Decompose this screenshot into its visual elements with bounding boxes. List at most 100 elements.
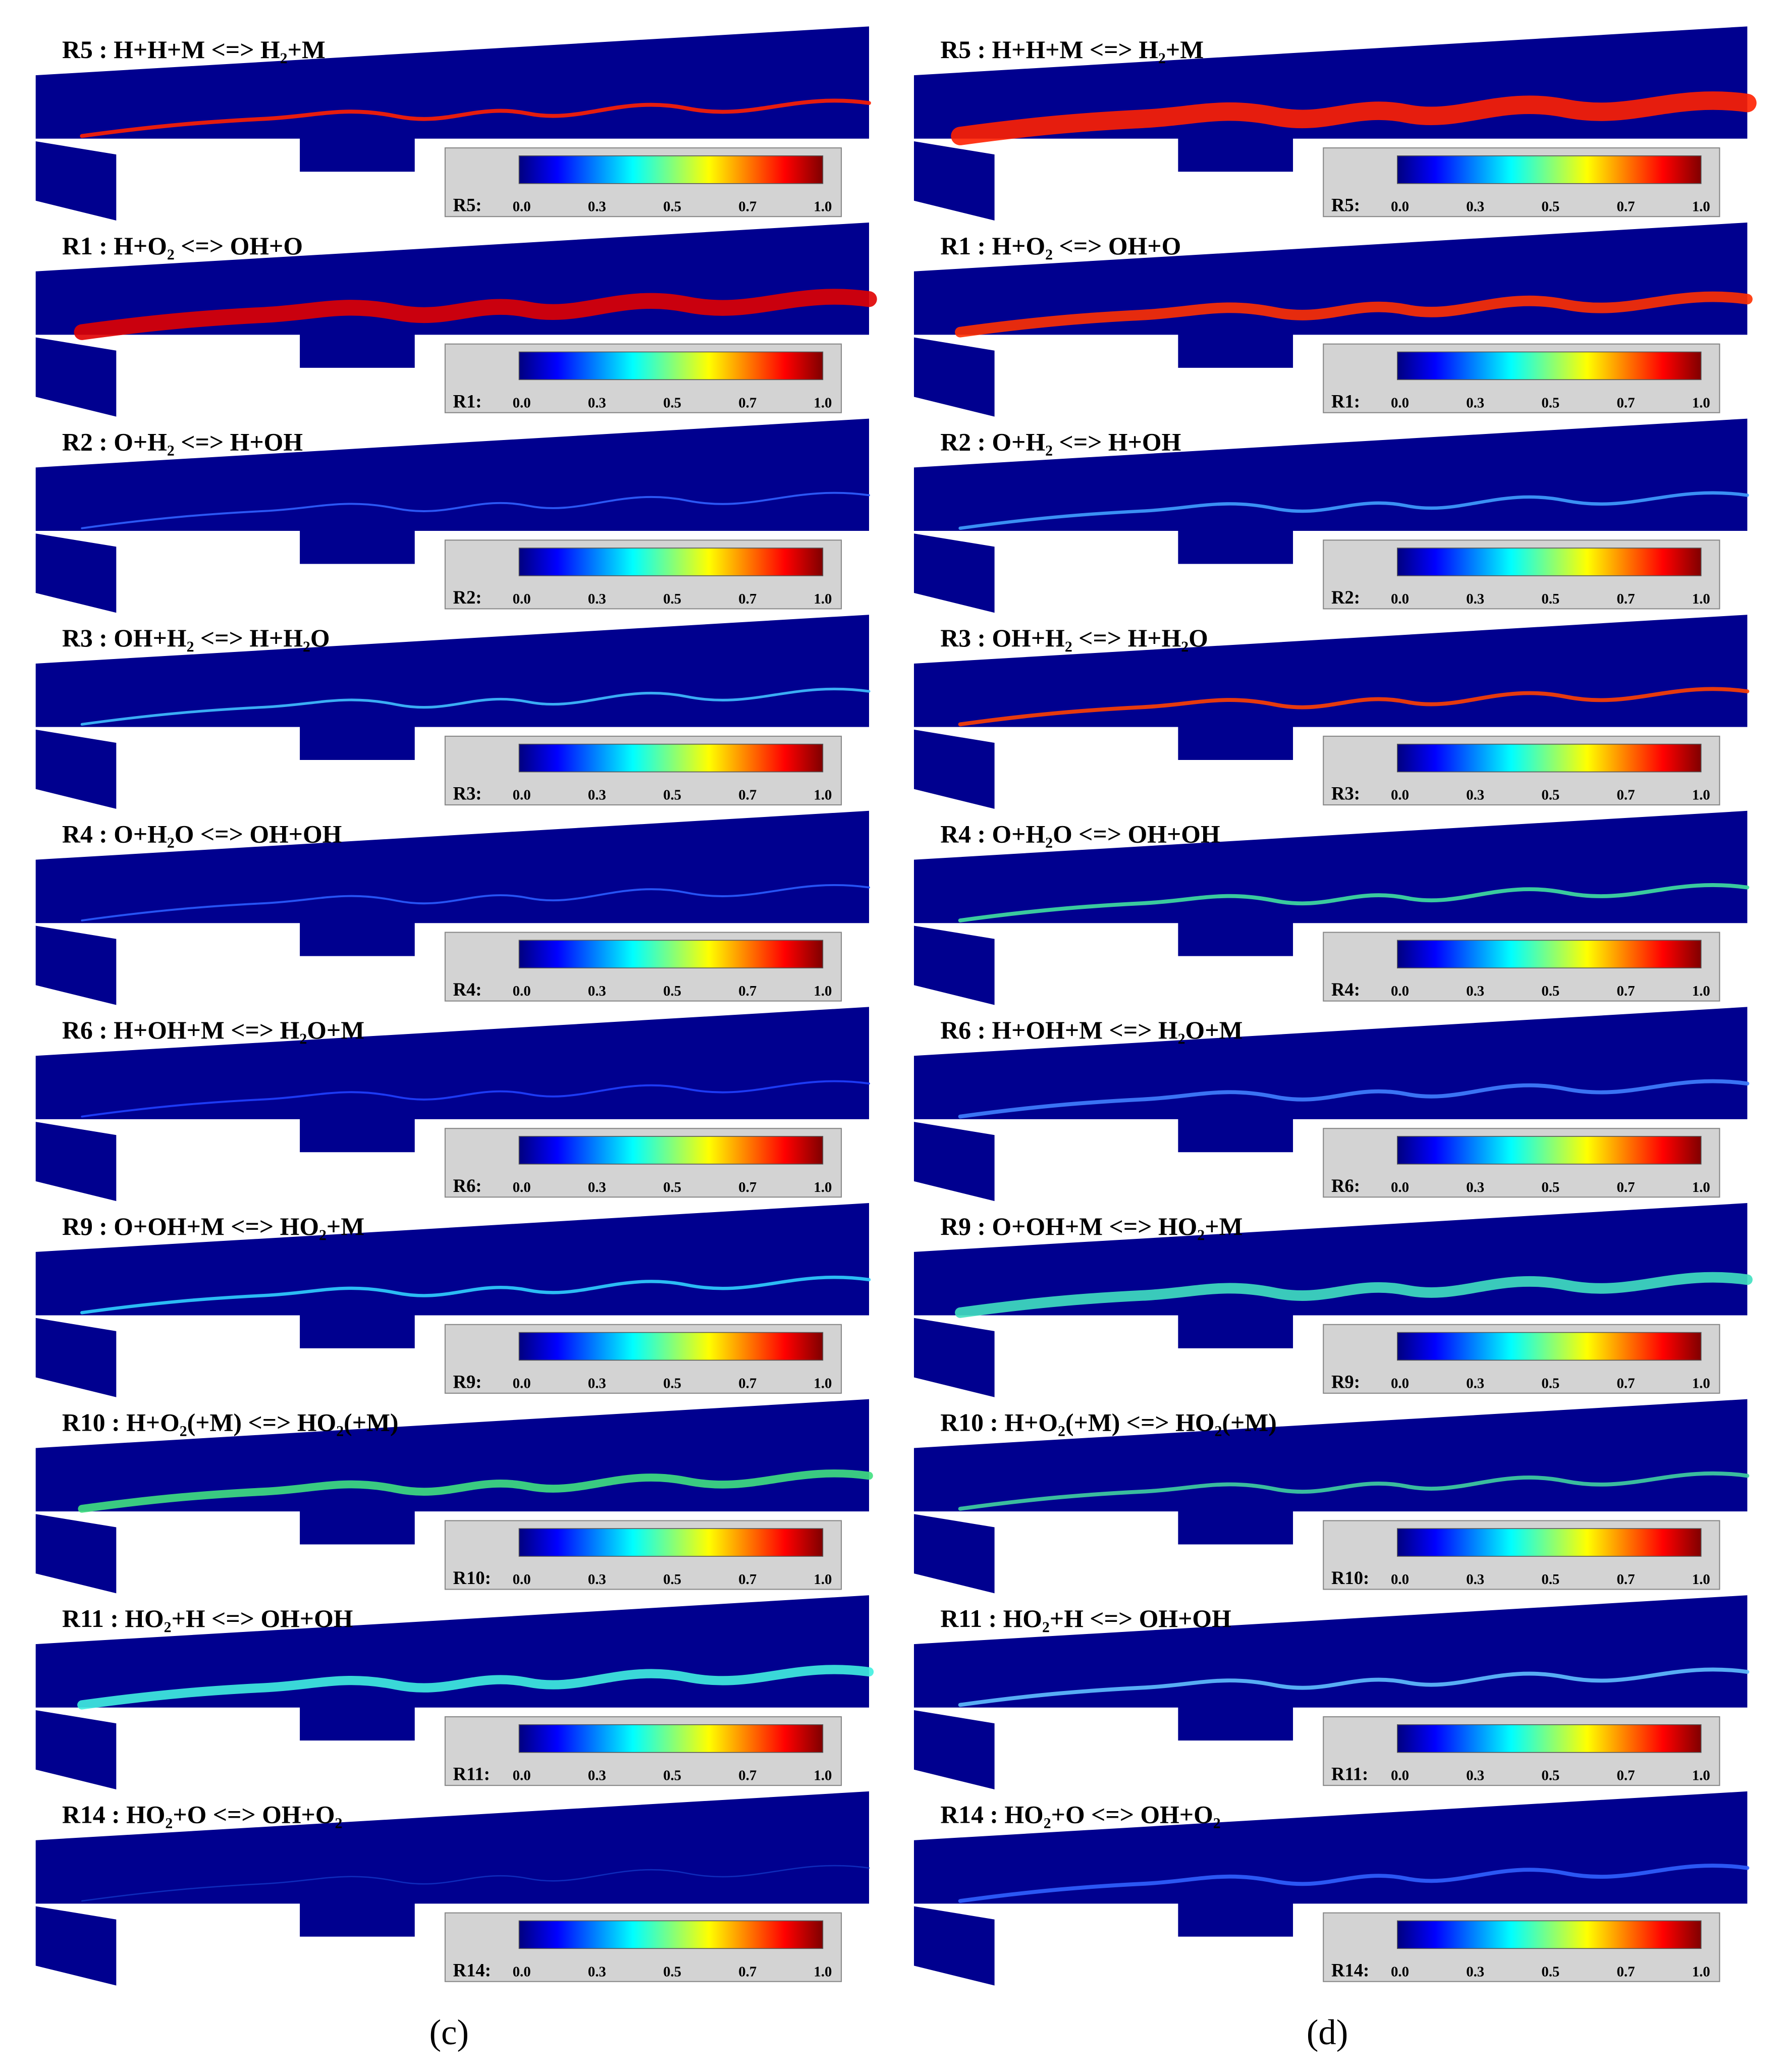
colorbar-label: R1:	[1331, 391, 1360, 411]
panel: R11 : HO₂+H <=> OH+OH R11: 0.0 0.3 0.5 0.7 1.0	[35, 1595, 874, 1789]
panel-title: R14 : HO₂+O <=> OH+O₂	[62, 1801, 342, 1829]
colorbar	[1397, 1136, 1702, 1165]
inlet	[913, 141, 995, 221]
colorbar-tick: 1.0	[814, 983, 832, 999]
colorbar-tick: 0.3	[588, 591, 606, 607]
panel: R10 : H+O₂(+M) <=> HO₂(+M) R10: 0.0 0.3 0.5 0…	[913, 1399, 1750, 1594]
colorbar-tick: 0.7	[1617, 1179, 1635, 1195]
panel: R2 : O+H₂ <=> H+OH R2: 0.0 0.3 0.5 0.7 1.0	[913, 418, 1749, 613]
panel-title: R14 : HO₂+O <=> OH+O₂	[940, 1801, 1220, 1829]
panel-title: R9 : O+OH+M <=> HO₂+M	[940, 1213, 1242, 1240]
colorbar-tick: 0.0	[1391, 983, 1409, 999]
reaction-zone	[958, 1079, 1750, 1119]
colorbar-tick: 0.7	[738, 787, 757, 803]
colorbar-tick: 0.0	[1391, 1375, 1409, 1391]
domain	[913, 1007, 1748, 1153]
colorbar	[1397, 1528, 1702, 1557]
colorbar-tick: 1.0	[814, 1375, 832, 1391]
colorbar-tick: 0.5	[663, 787, 681, 803]
colorbar-label: R2:	[453, 587, 482, 608]
inlet	[35, 337, 117, 417]
colorbar-tick: 0.7	[1617, 1768, 1635, 1784]
colorbar-tick: 0.0	[1391, 199, 1409, 215]
domain	[913, 615, 1748, 760]
colorbar-tick: 1.0	[814, 1768, 832, 1784]
colorbar-tick: 1.0	[814, 199, 832, 215]
colorbar	[1397, 1920, 1702, 1949]
colorbar-tick: 0.5	[663, 983, 681, 999]
colorbar	[518, 1920, 824, 1949]
panel-title: R11 : HO₂+H <=> OH+OH	[62, 1605, 353, 1632]
reaction-zone	[80, 1275, 871, 1315]
colorbar-label: R4:	[453, 979, 482, 1000]
colorbar-tick: 0.5	[1541, 1768, 1559, 1784]
colorbar-tick: 0.7	[738, 1768, 757, 1784]
colorbar-tick: 1.0	[814, 1179, 832, 1195]
inlet	[35, 925, 117, 1005]
reaction-zone	[958, 1471, 1750, 1511]
domain	[913, 418, 1748, 564]
colorbar-label: R1:	[453, 391, 482, 411]
colorbar-tick: 0.0	[513, 395, 531, 411]
colorbar-tick: 0.7	[738, 1179, 757, 1195]
colorbar	[518, 743, 824, 773]
panel-title: R11 : HO₂+H <=> OH+OH	[940, 1605, 1231, 1632]
colorbar-tick: 1.0	[1692, 1768, 1710, 1784]
panel: R3 : OH+H₂ <=> H+H₂O R3: 0.0 0.3 0.5 0.7 1.0	[35, 615, 871, 809]
reaction-zone	[81, 492, 870, 529]
colorbar-tick: 1.0	[1692, 787, 1710, 803]
colorbar-tick: 0.3	[1466, 591, 1484, 607]
domain	[35, 810, 870, 956]
colorbar-tick: 0.3	[588, 1964, 606, 1980]
panel-title: R9 : O+OH+M <=> HO₂+M	[62, 1213, 364, 1240]
colorbar-tick: 0.0	[1391, 787, 1409, 803]
colorbar-tick: 0.7	[738, 591, 757, 607]
panel: R4 : O+H₂O <=> OH+OH R4: 0.0 0.3 0.5 0.7 1.0	[35, 810, 870, 1005]
domain	[913, 222, 1748, 368]
colorbar-tick: 0.5	[663, 1375, 681, 1391]
reaction-zone	[958, 883, 1750, 922]
colorbar-tick: 0.3	[1466, 1375, 1484, 1391]
domain	[913, 1595, 1748, 1741]
panel: R14 : HO₂+O <=> OH+O₂ R14: 0.0 0.3 0.5 0.7 1.0	[913, 1791, 1750, 1986]
colorbar-tick: 0.5	[1541, 395, 1559, 411]
colorbar-tick: 0.7	[1617, 787, 1635, 803]
colorbar-tick: 0.0	[513, 1964, 531, 1980]
inlet	[913, 533, 995, 613]
colorbar-label: R3:	[453, 783, 482, 804]
subfigure-caption: (d)	[1307, 2013, 1348, 2052]
panel: R11 : HO₂+H <=> OH+OH R11: 0.0 0.3 0.5 0.7 1.0	[913, 1595, 1750, 1789]
colorbar-tick: 0.5	[1541, 983, 1559, 999]
colorbar-label: R10:	[1331, 1567, 1369, 1588]
colorbar	[1397, 1332, 1702, 1361]
reaction-zone	[81, 1865, 870, 1902]
domain	[913, 1203, 1748, 1348]
panel: R14 : HO₂+O <=> OH+O₂ R14: 0.0 0.3 0.5 0.7 1.0	[35, 1791, 870, 1986]
colorbar-tick: 1.0	[814, 591, 832, 607]
panel: R3 : OH+H₂ <=> H+H₂O R3: 0.0 0.3 0.5 0.7 1.0	[913, 615, 1750, 809]
inlet	[35, 1318, 117, 1397]
panel: R10 : H+O₂(+M) <=> HO₂(+M) R10: 0.0 0.3 0.5 0…	[35, 1399, 873, 1594]
colorbar-tick: 0.7	[1617, 1964, 1635, 1980]
colorbar-tick: 0.3	[1466, 1964, 1484, 1980]
panel-title: R6 : H+OH+M <=> H₂O+M	[62, 1016, 364, 1044]
domain	[913, 1399, 1748, 1545]
colorbar-tick: 0.3	[588, 199, 606, 215]
colorbar	[518, 1528, 824, 1557]
colorbar	[1397, 743, 1702, 773]
panel-title: R5 : H+H+M <=> H₂+M	[62, 36, 326, 64]
colorbar-tick: 1.0	[1692, 1375, 1710, 1391]
colorbar-tick: 0.5	[1541, 787, 1559, 803]
colorbar-label: R11:	[453, 1764, 490, 1784]
colorbar-tick: 0.5	[1541, 1964, 1559, 1980]
domain	[35, 1791, 870, 1937]
panel-title: R2 : O+H₂ <=> H+OH	[940, 428, 1181, 456]
inlet	[913, 1710, 995, 1789]
reaction-zone	[951, 91, 1757, 145]
colorbar-tick: 0.3	[1466, 199, 1484, 215]
colorbar-tick: 0.3	[1466, 1768, 1484, 1784]
colorbar-label: R9:	[1331, 1371, 1360, 1392]
colorbar-tick: 0.7	[738, 1375, 757, 1391]
domain	[35, 1203, 870, 1348]
